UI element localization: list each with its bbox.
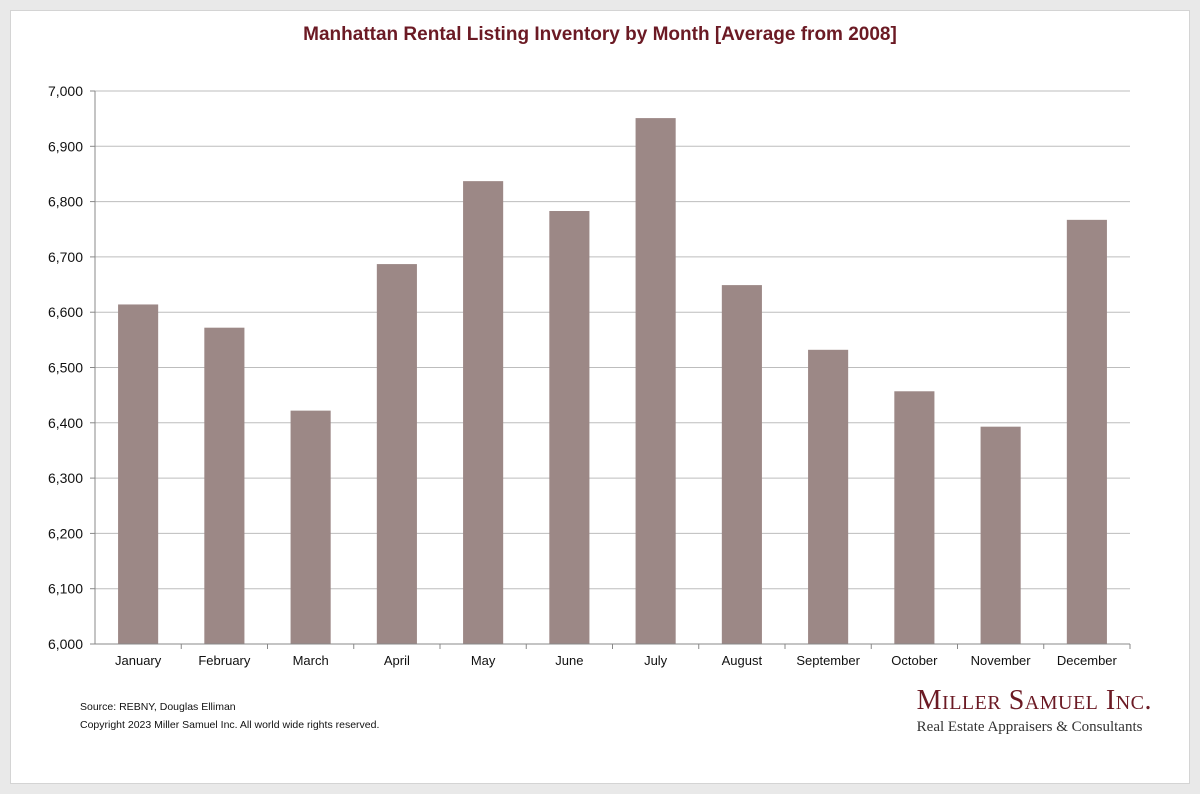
y-tick-label: 6,700 xyxy=(48,249,83,265)
bar-december xyxy=(1066,219,1107,644)
y-tick-label: 6,300 xyxy=(48,470,83,486)
bars xyxy=(118,118,1107,645)
y-tick-label: 6,900 xyxy=(48,138,83,154)
chart-footer: Source: REBNY, Douglas Elliman Copyright… xyxy=(80,698,379,734)
bar-june xyxy=(549,211,590,644)
y-tick-label: 6,500 xyxy=(48,360,83,376)
source-note: Source: REBNY, Douglas Elliman xyxy=(80,701,236,713)
x-tick-label: August xyxy=(722,653,763,668)
bar-september xyxy=(808,349,849,644)
y-tick-label: 6,800 xyxy=(48,194,83,210)
bar-july xyxy=(635,118,676,645)
x-tick-label: April xyxy=(384,653,410,668)
y-tick-label: 6,200 xyxy=(48,525,83,541)
company-logo: Miller Samuel Inc. Real Estate Appraiser… xyxy=(917,686,1152,736)
y-tick-label: 7,000 xyxy=(48,83,83,99)
bar-march xyxy=(290,410,331,644)
bar-january xyxy=(118,304,159,644)
y-tick-label: 6,400 xyxy=(48,415,83,431)
y-axis-ticks: 6,000 6,100 6,200 6,300 6,400 6,500 6,600 6,700… xyxy=(48,83,95,652)
chart-title: Manhattan Rental Listing Inventory by Mo… xyxy=(303,24,897,45)
copyright-note: Copyright 2023 Miller Samuel Inc. All wo… xyxy=(80,719,380,731)
x-axis-labels: January February March April May June July Augu… xyxy=(115,644,1131,668)
bar-february xyxy=(204,327,245,644)
y-tick-label: 6,000 xyxy=(48,636,83,652)
logo-tagline: Real Estate Appraisers & Consultants xyxy=(916,719,1143,735)
x-tick-label: October xyxy=(891,653,938,668)
logo-name: Miller Samuel Inc. xyxy=(916,685,1152,716)
x-tick-label: July xyxy=(644,653,668,668)
bar-november xyxy=(980,426,1021,644)
axes xyxy=(94,91,1130,645)
bar-october xyxy=(894,391,935,644)
bar-april xyxy=(376,264,417,644)
x-tick-label: January xyxy=(115,653,162,668)
x-tick-label: November xyxy=(971,653,1032,668)
bar-chart: 6,000 6,100 6,200 6,300 6,400 6,500 6,600 6,700… xyxy=(48,83,1131,668)
x-tick-label: June xyxy=(555,653,583,668)
bar-may xyxy=(463,181,504,644)
x-tick-label: September xyxy=(796,653,860,668)
x-tick-label: February xyxy=(198,653,251,668)
y-tick-label: 6,600 xyxy=(48,304,83,320)
x-tick-label: March xyxy=(293,653,329,668)
bar-august xyxy=(721,285,762,644)
y-tick-label: 6,100 xyxy=(48,581,83,597)
gridlines xyxy=(95,90,1130,645)
x-tick-label: May xyxy=(471,653,496,668)
x-tick-label: December xyxy=(1057,653,1118,668)
